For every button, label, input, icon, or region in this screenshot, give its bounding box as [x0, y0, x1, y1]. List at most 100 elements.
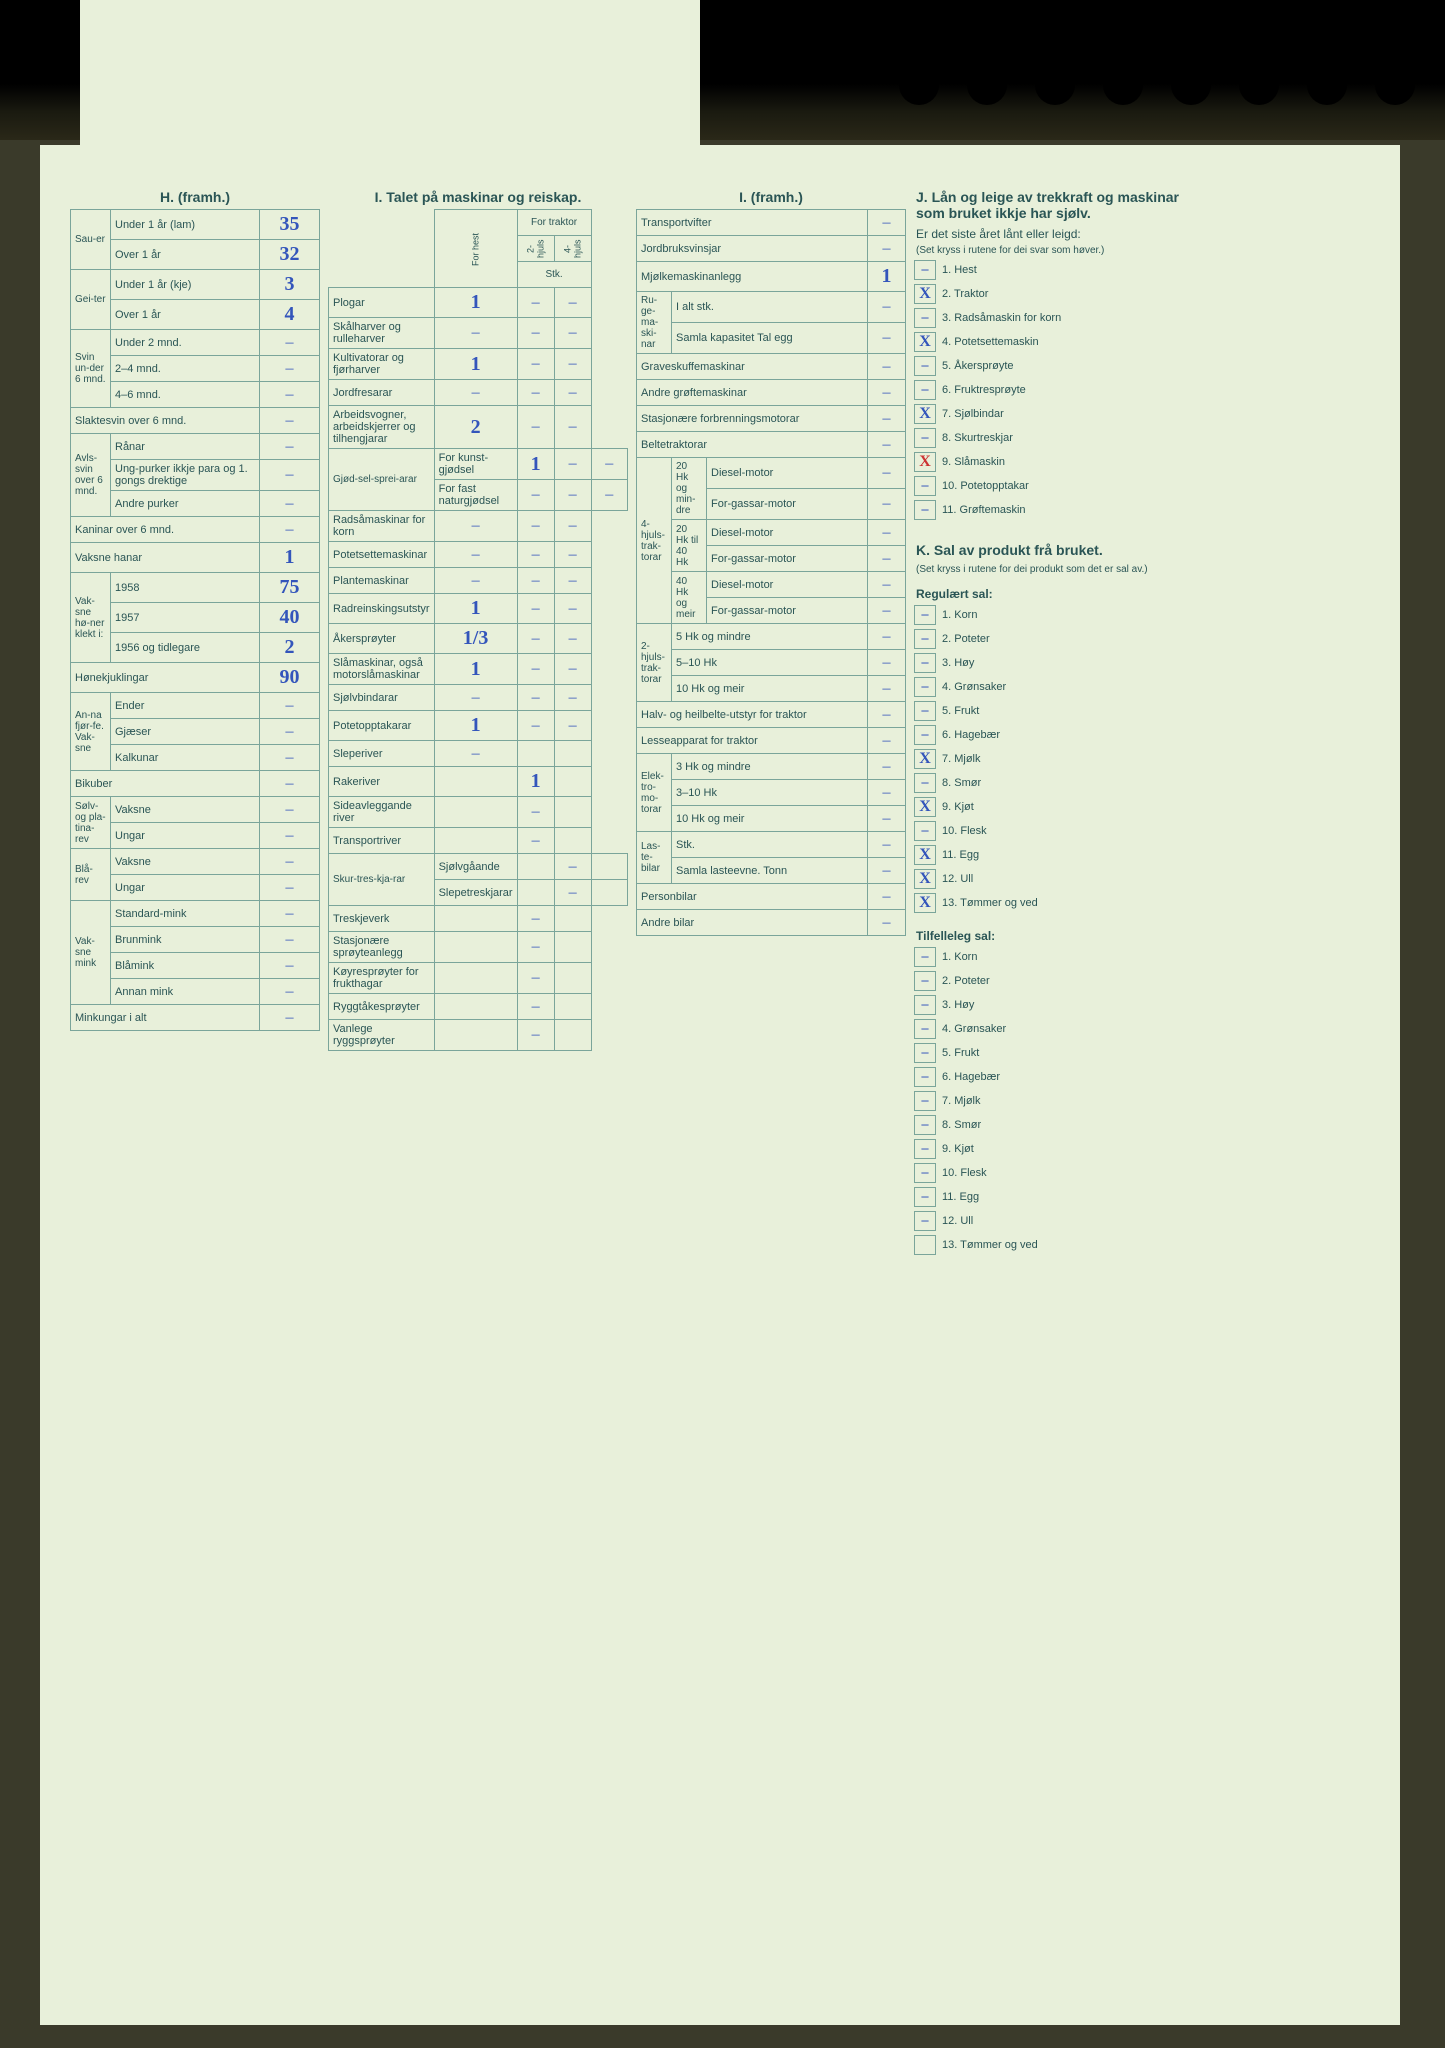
- row-label: Over 1 år: [111, 240, 260, 270]
- motor-value: –: [868, 546, 906, 572]
- machine-value: 1: [434, 711, 517, 741]
- t2-value: –: [868, 676, 906, 702]
- row-label: Under 1 år (lam): [111, 210, 260, 240]
- checklist-row: X 7. Sjølbindar: [914, 402, 1204, 426]
- checklist-row: –10. Flesk: [914, 819, 1204, 843]
- checklist-label: 12. Ull: [942, 1215, 1204, 1227]
- item-label: Beltetraktorar: [637, 432, 868, 458]
- checklist-label: 4. Grønsaker: [942, 681, 1204, 693]
- machine-value: [554, 963, 591, 994]
- t2-label: 5–10 Hk: [672, 650, 868, 676]
- checklist-row: –8. Smør: [914, 771, 1204, 795]
- checkbox: X: [914, 404, 936, 424]
- sub-group: Skur-tres-kja-rar: [329, 854, 435, 906]
- row-group-label: Vak-sne hø-ner klekt i:: [71, 573, 111, 663]
- row-label: Under 1 år (kje): [111, 270, 260, 300]
- checklist-label: 12. Ull: [942, 873, 1204, 885]
- machine-label: Jordfresarar: [329, 380, 435, 406]
- machine-label: Sleperiver: [329, 741, 435, 767]
- item-value: –: [868, 210, 906, 236]
- row-value: –: [260, 330, 320, 356]
- checkbox: –: [914, 971, 936, 991]
- machine-value: –: [517, 994, 554, 1020]
- row-value: –: [260, 901, 320, 927]
- row-group-label: Gei-ter: [71, 270, 111, 330]
- section-i-cont-title: I. (framh.): [636, 185, 906, 209]
- row-group-label: Avls-svin over 6 mnd.: [71, 434, 111, 517]
- paper-notch: [80, 0, 700, 145]
- section-i-title: I. Talet på maskinar og reiskap.: [328, 185, 628, 209]
- motor-value: –: [868, 572, 906, 598]
- checklist-label: 8. Smør: [942, 777, 1204, 789]
- row-group-label: Svin un-der 6 mnd.: [71, 330, 111, 408]
- machine-value: 1/3: [434, 624, 517, 654]
- machine-value: 2: [434, 406, 517, 449]
- row-label: 1956 og tidlegare: [111, 633, 260, 663]
- row-value: –: [260, 797, 320, 823]
- section-k-list2: –1. Korn–2. Poteter–3. Høy–4. Grønsaker–…: [914, 945, 1204, 1257]
- section-j-subtitle: Er det siste året lånt eller leigd:: [914, 225, 1204, 243]
- checklist-label: 11. Grøftemaskin: [942, 504, 1204, 516]
- machine-value: –: [554, 594, 591, 624]
- elektro-group: Elek-tro-mo-torar: [637, 754, 672, 832]
- t2-value: –: [868, 650, 906, 676]
- row-group-label: Blå-rev: [71, 849, 111, 901]
- machine-value: [517, 854, 554, 880]
- checkbox: –: [914, 653, 936, 673]
- checkbox: –: [914, 605, 936, 625]
- item-value: –: [868, 354, 906, 380]
- el-value: –: [868, 806, 906, 832]
- row-label: Brunmink: [111, 927, 260, 953]
- checkbox: –: [914, 1139, 936, 1159]
- checklist-label: 4. Grønsaker: [942, 1023, 1204, 1035]
- machine-label: Ryggtåkesprøyter: [329, 994, 435, 1020]
- section-i-table: For hestFor traktor2-hjuls4-hjulsStk.Plo…: [328, 209, 628, 1051]
- checklist-row: X9. Slåmaskin: [914, 450, 1204, 474]
- machine-value: –: [591, 480, 627, 511]
- row-value: –: [260, 356, 320, 382]
- section-h-title: H. (framh.): [70, 185, 320, 209]
- machine-value: –: [554, 380, 591, 406]
- row-value: 75: [260, 573, 320, 603]
- checklist-row: –1. Hest: [914, 258, 1204, 282]
- row-value: –: [260, 771, 320, 797]
- checkbox: –: [914, 1043, 936, 1063]
- checkbox: –: [914, 821, 936, 841]
- hk-group: 40 Hk og meir: [672, 572, 707, 624]
- section-k-regulart: Regulært sal:: [914, 585, 1204, 603]
- el-label: 3 Hk og mindre: [672, 754, 868, 780]
- checkbox: –: [914, 1091, 936, 1111]
- row-value: –: [260, 849, 320, 875]
- checkbox: X: [914, 284, 936, 304]
- machine-value: [517, 880, 554, 906]
- checklist-label: 7. Sjølbindar: [942, 408, 1204, 420]
- machine-value: –: [434, 685, 517, 711]
- checklist-row: –3. Høy: [914, 651, 1204, 675]
- checkbox: X: [914, 332, 936, 352]
- row-label: 1957: [111, 603, 260, 633]
- row-label: Hønekjuklingar: [71, 663, 260, 693]
- laste-label: Samla lasteevne. Tonn: [672, 858, 868, 884]
- machine-value: –: [517, 711, 554, 741]
- checkbox: X: [914, 869, 936, 889]
- checkbox: –: [914, 260, 936, 280]
- machine-value: [554, 797, 591, 828]
- machine-value: –: [554, 624, 591, 654]
- checklist-label: 13. Tømmer og ved: [942, 1239, 1204, 1251]
- machine-value: –: [517, 932, 554, 963]
- checklist-row: X2. Traktor: [914, 282, 1204, 306]
- machine-value: –: [434, 542, 517, 568]
- ruge-value: –: [868, 323, 906, 354]
- machine-label: Potetopptakarar: [329, 711, 435, 741]
- checklist-row: –7. Mjølk: [914, 1089, 1204, 1113]
- checkbox: –: [914, 995, 936, 1015]
- machine-value: –: [554, 542, 591, 568]
- row-label: Blåmink: [111, 953, 260, 979]
- machine-value: –: [554, 511, 591, 542]
- checklist-label: 13. Tømmer og ved: [942, 897, 1204, 909]
- item-value: –: [868, 884, 906, 910]
- el-label: 3–10 Hk: [672, 780, 868, 806]
- checkbox: –: [914, 1211, 936, 1231]
- row-label: Ung-purker ikkje para og 1. gongs drekti…: [111, 460, 260, 491]
- motor-label: Diesel-motor: [707, 520, 868, 546]
